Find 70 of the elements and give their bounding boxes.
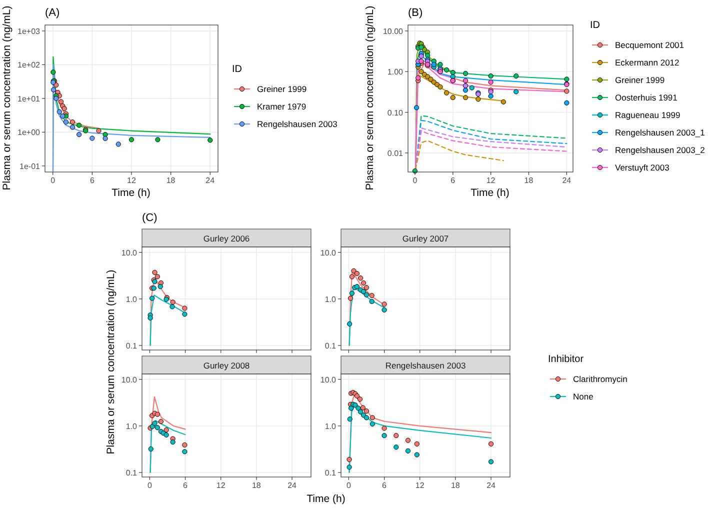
chart-title: (A)	[45, 7, 60, 19]
legend-label: Rengelshausen 2003	[257, 119, 338, 129]
y-tick-label: 1.00	[387, 68, 404, 77]
legend-label: Kramer 1979	[257, 102, 306, 112]
x-tick-label: 0	[50, 176, 56, 185]
legend-label: Greiner 1999	[257, 84, 307, 94]
legend-label: Becquemont 2001	[615, 40, 684, 50]
y-tick-label: 0.1	[324, 341, 337, 350]
x-tick-label: 12	[486, 176, 496, 185]
x-tick-label: 24	[206, 176, 216, 185]
legend-title: ID	[232, 64, 242, 75]
x-tick-label: 18	[450, 481, 460, 490]
x-axis-title: Time (h)	[112, 187, 150, 199]
legend-label: Greiner 1999	[615, 75, 665, 85]
legend-label: Rengelshausen 2003_1	[615, 128, 706, 138]
x-tick-label: 6	[183, 481, 188, 490]
y-tick-label: 0.1	[126, 341, 138, 350]
y-tick-label: 1.0	[126, 422, 138, 431]
x-tick-label: 24	[288, 481, 298, 490]
legend-label: Rengelshausen 2003_2	[615, 145, 706, 155]
legend-label: Ragueneau 1999	[615, 110, 680, 120]
y-tick-label: 0.10	[387, 108, 404, 118]
y-axis-title: Plasma or serum concentration (ng/mL)	[1, 6, 13, 190]
y-axis-title: Plasma or serum concentration (ng/mL)	[364, 6, 376, 190]
y-tick-label: 0.01	[387, 148, 404, 158]
x-tick-label: 12	[216, 481, 226, 490]
y-axis-title: Plasma or serum concentration (ng/mL)	[105, 270, 117, 454]
y-tick-label: 10.00	[382, 26, 404, 36]
y-tick-label: 1e+02	[18, 60, 41, 70]
x-tick-label: 6	[90, 176, 95, 185]
y-tick-label: 1e+03	[18, 26, 41, 36]
x-axis-title: Time (h)	[306, 493, 346, 505]
y-tick-label: 0.1	[126, 468, 138, 478]
y-tick-label: 10.0	[121, 248, 138, 258]
x-tick-label: 18	[524, 176, 534, 185]
legend-label: Eckermann 2012	[615, 58, 680, 68]
x-tick-label: 12	[415, 481, 425, 490]
x-tick-label: 0	[346, 481, 352, 490]
y-tick-label: 10.0	[121, 375, 138, 384]
y-tick-label: 1.0	[324, 294, 337, 304]
legend-title: ID	[590, 20, 600, 31]
y-tick-label: 10.0	[320, 248, 337, 258]
chart-subtitle: Rengelshausen 2003	[385, 360, 466, 370]
y-tick-label: 1e+00	[18, 128, 41, 138]
chart-subtitle: Gurley 2006	[203, 234, 250, 244]
x-axis-title: Time (h)	[470, 187, 510, 199]
chart-subtitle: Gurley 2008	[203, 360, 250, 370]
chart-title: (C)	[142, 212, 158, 224]
y-tick-label: 1.0	[126, 294, 138, 304]
legend-title: Inhibitor	[548, 354, 584, 365]
x-tick-label: 18	[252, 481, 262, 490]
legend-label: Oosterhuis 1991	[615, 92, 678, 102]
legend-label: Verstuyft 2003	[615, 162, 670, 172]
x-tick-label: 0	[412, 176, 418, 185]
x-tick-label: 24	[486, 481, 496, 490]
y-tick-label: 0.1	[324, 468, 337, 478]
chart-subtitle: Gurley 2007	[402, 234, 449, 244]
chart-title: (B)	[408, 7, 423, 19]
legend-label: Clarithromycin	[573, 374, 628, 384]
y-tick-label: 10.0	[320, 375, 337, 384]
x-tick-label: 6	[450, 176, 456, 185]
y-tick-label: 1.0	[324, 422, 337, 431]
x-tick-label: 12	[127, 176, 136, 185]
x-tick-label: 6	[382, 481, 388, 490]
legend-label: None	[573, 392, 594, 402]
y-tick-label: 1e-01	[20, 162, 41, 171]
y-tick-label: 1e+01	[18, 94, 41, 104]
x-tick-label: 18	[166, 176, 176, 185]
x-tick-label: 0	[147, 481, 152, 490]
x-tick-label: 24	[562, 176, 572, 185]
